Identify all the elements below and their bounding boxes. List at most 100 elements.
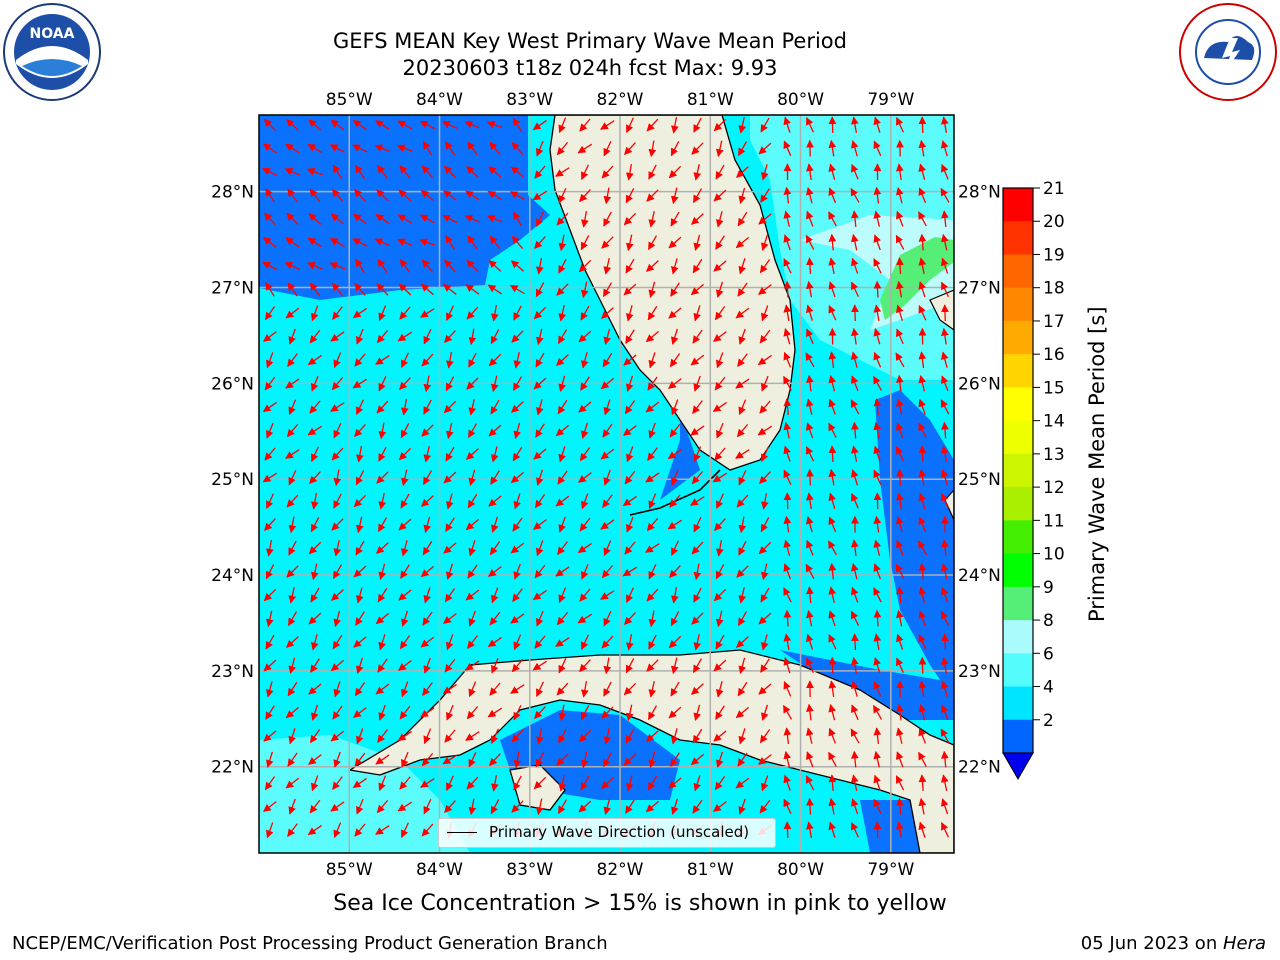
wave-arrow xyxy=(783,727,792,745)
wave-arrow xyxy=(603,187,612,205)
wave-arrow xyxy=(398,189,412,202)
wave-arrow xyxy=(442,121,458,129)
wave-arrow xyxy=(512,517,523,532)
wave-arrow xyxy=(603,469,611,486)
lon-tick-label: 84°W xyxy=(416,860,463,880)
wave-arrow xyxy=(264,518,276,531)
wave-arrow xyxy=(873,186,882,204)
wave-arrow xyxy=(286,636,299,648)
wave-arrow xyxy=(308,213,322,225)
wave-arrow xyxy=(940,774,949,791)
wave-arrow xyxy=(264,447,276,461)
wave-arrow xyxy=(715,634,725,650)
colorbar-tick-label: 8 xyxy=(1043,611,1054,631)
colorbar-extend-arrow xyxy=(1002,752,1034,781)
wave-arrow xyxy=(670,611,680,627)
wave-arrow xyxy=(398,518,412,531)
lon-tick-label: 81°W xyxy=(687,860,734,880)
wave-arrow xyxy=(534,564,546,579)
wave-arrow xyxy=(420,308,435,318)
wave-arrow xyxy=(783,398,792,416)
lat-tick-label: 27°N xyxy=(211,279,254,299)
wave-arrow xyxy=(419,120,435,130)
wave-arrow xyxy=(421,259,434,273)
field-2-4s-old-bahama xyxy=(780,650,954,720)
wave-arrow xyxy=(532,589,547,601)
wave-arrow xyxy=(735,777,750,789)
wave-arrow xyxy=(716,422,724,439)
wave-arrow xyxy=(378,422,387,440)
wave-arrow xyxy=(873,657,881,674)
wave-arrow xyxy=(265,610,274,628)
wave-arrow xyxy=(423,657,431,674)
wave-arrow xyxy=(940,562,949,580)
wave-arrow xyxy=(311,305,319,322)
wave-arrow xyxy=(398,589,412,601)
wave-arrow xyxy=(442,683,457,695)
wave-arrow xyxy=(356,328,364,345)
wave-arrow xyxy=(421,165,434,179)
wave-arrow xyxy=(489,141,501,156)
wave-arrow xyxy=(737,611,748,627)
wave-arrow xyxy=(555,637,570,647)
wave-arrow xyxy=(287,752,298,767)
colorbar-tick-label: 6 xyxy=(1043,644,1054,664)
wave-arrow xyxy=(715,564,725,580)
wave-arrow xyxy=(445,235,455,250)
wave-arrow xyxy=(421,752,434,767)
wave-arrow xyxy=(873,774,881,791)
wave-arrow xyxy=(377,729,388,743)
colorbar-tick-label: 13 xyxy=(1043,445,1065,465)
wave-arrow xyxy=(738,258,746,275)
wave-arrow xyxy=(442,190,457,201)
wave-arrow xyxy=(691,612,704,625)
wave-arrow xyxy=(693,305,701,322)
wave-arrow xyxy=(468,798,477,816)
wave-arrow xyxy=(307,143,323,154)
wave-arrow xyxy=(918,656,927,674)
wave-arrow xyxy=(579,588,591,602)
wave-arrow xyxy=(851,750,859,768)
wave-arrow xyxy=(850,774,859,791)
wave-arrow xyxy=(581,164,589,180)
colorbar-tick-label: 20 xyxy=(1043,212,1065,232)
wave-arrow xyxy=(401,751,409,768)
wave-arrow xyxy=(423,516,432,533)
wave-arrow xyxy=(667,448,682,460)
wave-arrow xyxy=(851,210,859,228)
wave-arrow xyxy=(534,165,546,179)
wave-arrow xyxy=(333,493,342,509)
wave-arrow xyxy=(625,234,634,252)
wave-arrow xyxy=(850,656,859,674)
wave-arrow xyxy=(288,798,296,815)
wave-arrow xyxy=(466,377,479,390)
wave-arrow xyxy=(758,541,772,555)
wave-arrow xyxy=(399,377,411,390)
wave-arrow xyxy=(533,377,547,390)
wave-arrow xyxy=(873,421,882,439)
wave-arrow xyxy=(806,539,814,556)
wave-arrow xyxy=(692,329,703,344)
wave-arrow xyxy=(445,446,455,462)
wave-arrow xyxy=(444,729,456,743)
wave-arrow xyxy=(355,516,364,534)
wave-arrow xyxy=(465,190,480,201)
wave-arrow xyxy=(625,658,635,674)
wave-arrow xyxy=(850,469,859,486)
wave-arrow xyxy=(581,493,589,510)
wave-arrow xyxy=(850,140,859,157)
wave-arrow xyxy=(806,210,814,227)
wave-arrow xyxy=(670,187,679,205)
wave-arrow xyxy=(783,280,792,298)
wave-arrow xyxy=(625,634,634,651)
wave-arrow xyxy=(285,143,300,154)
wave-arrow xyxy=(783,234,791,251)
wave-arrow xyxy=(376,329,389,344)
wave-arrow xyxy=(532,660,548,671)
wave-arrow xyxy=(600,519,615,530)
wave-arrow xyxy=(310,658,320,673)
wave-arrow xyxy=(263,801,277,812)
wave-arrow xyxy=(783,445,791,462)
wave-arrow xyxy=(918,586,927,603)
wave-arrow xyxy=(444,330,456,343)
